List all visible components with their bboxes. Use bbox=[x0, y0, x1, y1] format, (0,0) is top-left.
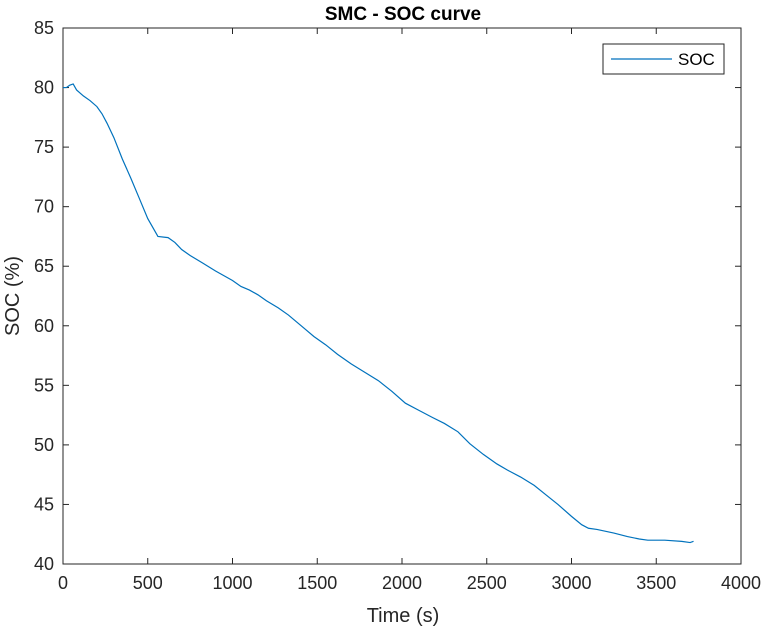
x-tick-label: 1000 bbox=[212, 573, 252, 593]
x-tick-label: 4000 bbox=[721, 573, 761, 593]
plot-area bbox=[62, 27, 742, 565]
y-tick-label: 40 bbox=[34, 554, 54, 574]
x-axis-ticks: 0 500 1000 1500 2000 2500 3000 3500 4000 bbox=[58, 28, 761, 593]
chart-title: SMC - SOC curve bbox=[325, 4, 481, 25]
x-tick-label: 2500 bbox=[467, 573, 507, 593]
series-line-soc bbox=[63, 83, 694, 544]
y-tick-label: 50 bbox=[34, 435, 54, 455]
y-tick-label: 45 bbox=[34, 494, 54, 514]
x-tick-label: 3000 bbox=[551, 573, 591, 593]
y-tick-label: 55 bbox=[34, 375, 54, 395]
legend-label-soc: SOC bbox=[678, 50, 715, 69]
x-tick-label: 500 bbox=[133, 573, 163, 593]
x-tick-label: 1500 bbox=[297, 573, 337, 593]
x-axis-label: Time (s) bbox=[367, 605, 440, 627]
y-tick-label: 80 bbox=[34, 78, 54, 98]
y-tick-label: 60 bbox=[34, 316, 54, 336]
y-tick-label: 65 bbox=[34, 256, 54, 276]
y-tick-label: 75 bbox=[34, 137, 54, 157]
y-tick-label: 85 bbox=[34, 18, 54, 38]
x-tick-label: 3500 bbox=[636, 573, 676, 593]
y-axis-label: SOC (%) bbox=[2, 256, 24, 336]
y-axis-ticks: 40 45 50 55 60 65 70 75 80 85 bbox=[34, 18, 741, 574]
legend: SOC bbox=[602, 43, 725, 75]
y-tick-label: 70 bbox=[34, 197, 54, 217]
x-tick-label: 2000 bbox=[382, 573, 422, 593]
x-tick-label: 0 bbox=[58, 573, 68, 593]
